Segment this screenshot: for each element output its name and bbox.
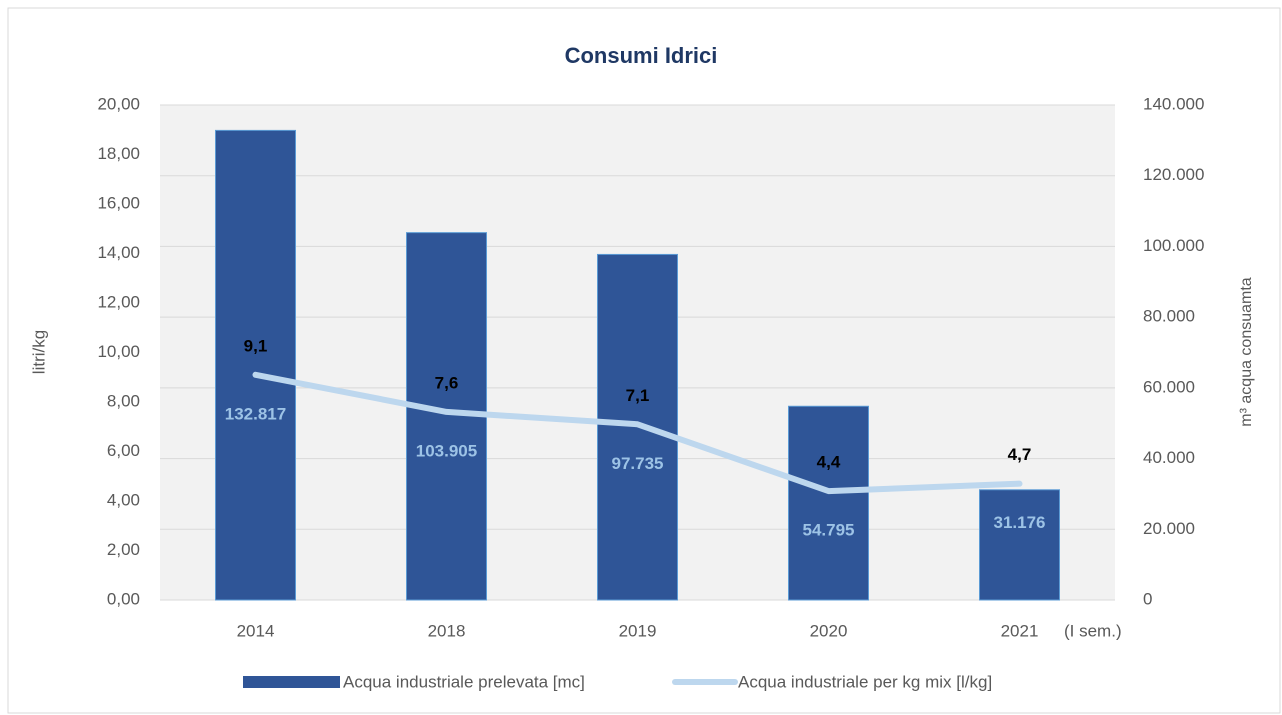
bar xyxy=(788,405,869,601)
y-tick-label: 0,00 xyxy=(107,589,140,608)
y2-tick-label: 60.000 xyxy=(1143,377,1195,396)
y-tick-label: 18,00 xyxy=(97,144,140,163)
y-tick-label: 6,00 xyxy=(107,441,140,460)
y2-tick-label: 0 xyxy=(1143,589,1152,608)
y2-tick-label: 140.000 xyxy=(1143,94,1204,113)
legend-label: Acqua industriale prelevata [mc] xyxy=(343,672,585,691)
line-value-label: 7,6 xyxy=(435,373,459,392)
line-value-label: 4,7 xyxy=(1008,445,1032,464)
line-value-label: 7,1 xyxy=(626,386,650,405)
x-tick-label: 2019 xyxy=(619,621,657,640)
chart-title: Consumi Idrici xyxy=(565,43,718,68)
line xyxy=(252,371,1023,495)
y-tick-label: 16,00 xyxy=(97,193,140,212)
bar-value-label: 31.176 xyxy=(994,513,1046,532)
y2-tick-label: 80.000 xyxy=(1143,307,1195,326)
x-tick-label: 2021 xyxy=(1001,621,1039,640)
bar xyxy=(979,489,1060,601)
x-tick-label: 2018 xyxy=(428,621,466,640)
legend-label: Acqua industriale per kg mix [l/kg] xyxy=(738,672,992,691)
bar-value-label: 54.795 xyxy=(803,521,855,540)
line-value-label: 9,1 xyxy=(244,336,268,355)
y-tick-label: 4,00 xyxy=(107,490,140,509)
y-tick-label: 8,00 xyxy=(107,391,140,410)
bar-value-label: 97.735 xyxy=(612,454,664,473)
y-axis-label: litri/kg xyxy=(29,330,48,374)
y-tick-label: 2,00 xyxy=(107,540,140,559)
legend-swatch xyxy=(243,676,340,688)
y2-tick-label: 40.000 xyxy=(1143,448,1195,467)
annotation: (I sem.) xyxy=(1064,621,1122,640)
y2-tick-label: 100.000 xyxy=(1143,236,1204,255)
bar-value-label: 103.905 xyxy=(416,441,477,460)
y-tick-label: 14,00 xyxy=(97,243,140,262)
y-tick-label: 12,00 xyxy=(97,292,140,311)
line-value-label: 4,4 xyxy=(817,453,841,472)
y2-tick-label: 20.000 xyxy=(1143,519,1195,538)
bar xyxy=(215,129,296,601)
y-tick-label: 20,00 xyxy=(97,94,140,113)
x-tick-label: 2014 xyxy=(237,621,275,640)
x-tick-label: 2020 xyxy=(810,621,848,640)
bar-value-label: 132.817 xyxy=(225,404,286,423)
y2-tick-label: 120.000 xyxy=(1143,165,1204,184)
y2-axis-label: m³ acqua consuamta xyxy=(1238,277,1255,427)
y-tick-label: 10,00 xyxy=(97,342,140,361)
